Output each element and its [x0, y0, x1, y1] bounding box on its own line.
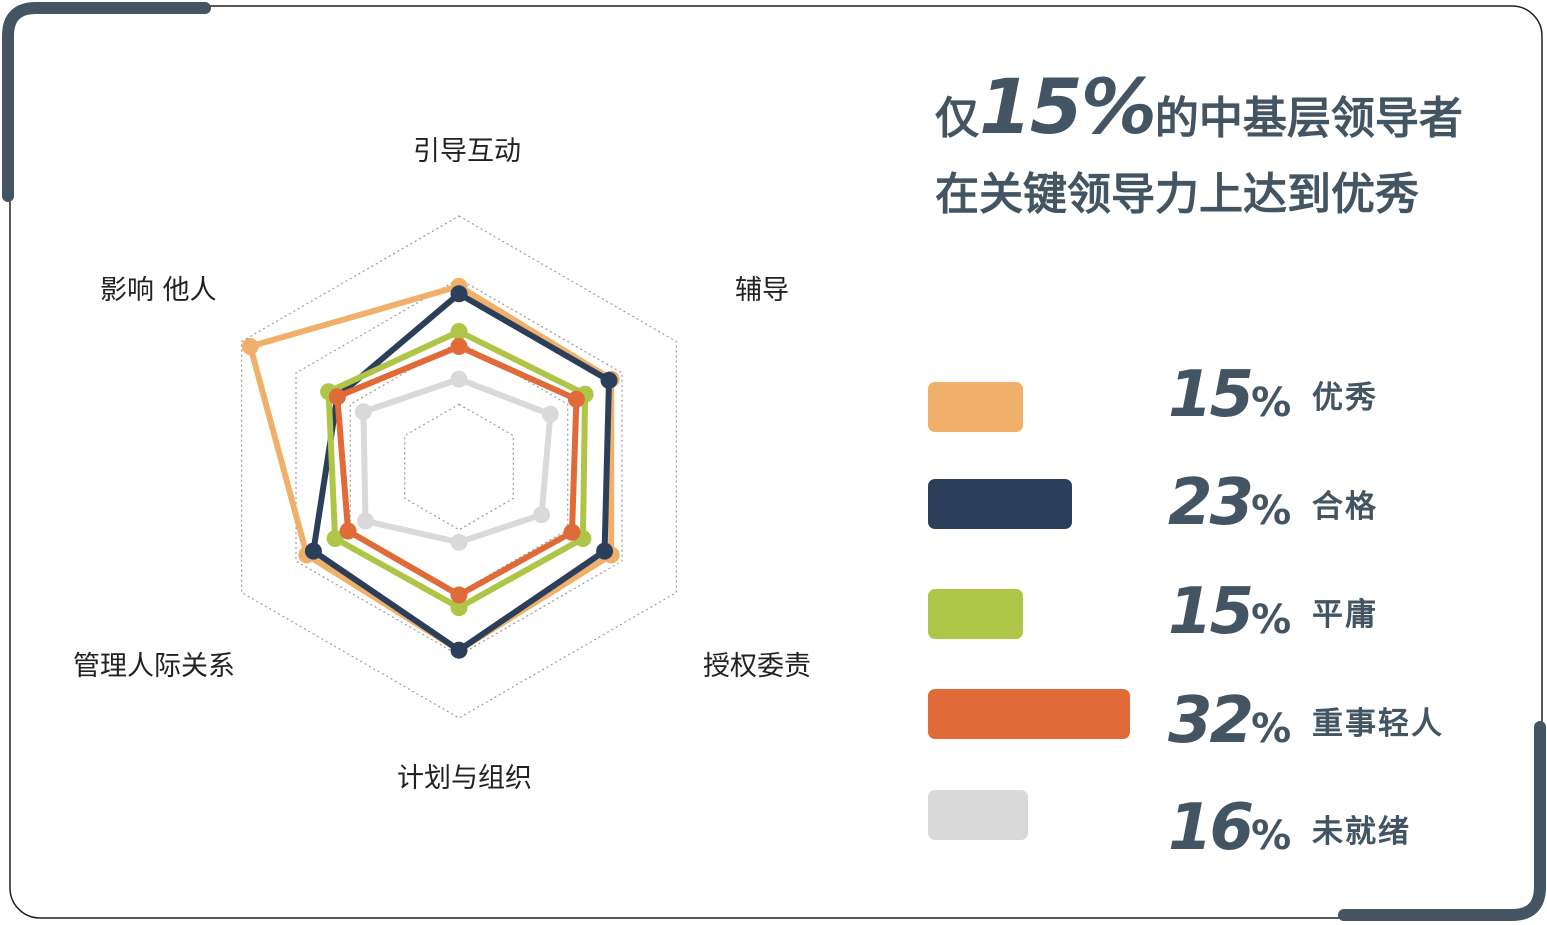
data-point [241, 338, 259, 355]
title-line-1: 仅15%的中基层领导者 [935, 62, 1463, 151]
data-point [339, 522, 357, 540]
data-point [596, 542, 614, 560]
radar-series [241, 277, 620, 659]
legend-percent-symbol: % [1251, 706, 1292, 752]
legend-percent-not-ready: 16% [1168, 791, 1291, 865]
series-line [247, 283, 615, 654]
data-point [328, 388, 346, 406]
frame-accent-top-left [2, 2, 211, 202]
title-line1-rest: 的中基层领导者 [1154, 93, 1463, 144]
legend-label-mediocre: 平庸 [1312, 597, 1378, 633]
data-point [533, 506, 551, 524]
legend-percent-value: 15 [1168, 575, 1254, 649]
grid-ring-3 [295, 278, 623, 656]
data-point [450, 599, 468, 617]
data-point [357, 512, 374, 530]
legend-label-task-focused: 重事轻人 [1312, 706, 1444, 742]
data-point [354, 403, 372, 421]
legend-label-not-ready: 未就绪 [1312, 814, 1411, 850]
title-prefix: 仅 [935, 93, 979, 144]
data-point [541, 405, 559, 423]
data-point [567, 390, 585, 408]
grid-ring-4 [241, 215, 678, 719]
legend-bar-not-ready [928, 790, 1028, 840]
data-point [450, 338, 468, 355]
legend-percent-task-focused: 32% [1168, 684, 1291, 758]
legend-percent-symbol: % [1251, 488, 1292, 534]
legend-percent-value: 32 [1168, 684, 1254, 758]
data-point [326, 530, 344, 547]
series-3 [328, 338, 585, 604]
legend-label-excellent: 优秀 [1312, 380, 1378, 416]
series-0 [241, 277, 620, 659]
legend-percent-symbol: % [1251, 597, 1292, 643]
legend-percent-excellent: 15% [1168, 358, 1291, 432]
frame-border [9, 5, 1543, 919]
grid-ring-1 [404, 403, 514, 531]
legend-percent-value: 15 [1168, 358, 1254, 432]
legend-percent-mediocre: 15% [1168, 575, 1291, 649]
series-4 [354, 370, 559, 551]
legend-percent-value: 23 [1168, 466, 1254, 540]
data-point [450, 285, 468, 303]
data-point [600, 371, 618, 389]
series-line [360, 376, 554, 546]
axis-label-guide-interaction: 引导互动 [413, 136, 521, 167]
title-line-2: 在关键领导力上达到优秀 [935, 169, 1419, 220]
legend-bar-mediocre [928, 589, 1023, 639]
series-2 [320, 323, 594, 617]
data-point [450, 370, 468, 388]
legend-percent-value: 16 [1168, 791, 1254, 865]
legend-percent-symbol: % [1251, 380, 1292, 426]
legend-bar-excellent [928, 382, 1023, 432]
data-point [450, 533, 468, 551]
axis-label-delegation: 授权委责 [703, 651, 811, 682]
axis-label-influence: 影响 他人 [100, 275, 217, 306]
axis-label-planning: 计划与组织 [397, 763, 532, 794]
data-point [563, 523, 581, 541]
data-point [450, 586, 468, 604]
legend-bar-task-focused [928, 689, 1130, 739]
data-point [304, 542, 322, 560]
radar-chart [241, 215, 678, 719]
data-point [450, 323, 468, 340]
legend-bar-qualified [928, 479, 1072, 529]
legend-percent-qualified: 23% [1168, 466, 1291, 540]
title-highlight: 15% [979, 62, 1157, 151]
legend-percent-symbol: % [1251, 813, 1292, 859]
axis-label-relationships: 管理人际关系 [73, 651, 235, 682]
data-point [450, 641, 468, 659]
legend-label-qualified: 合格 [1312, 489, 1378, 525]
frame-accent-bottom-right [1338, 721, 1546, 921]
axis-label-coaching: 辅导 [735, 275, 789, 306]
